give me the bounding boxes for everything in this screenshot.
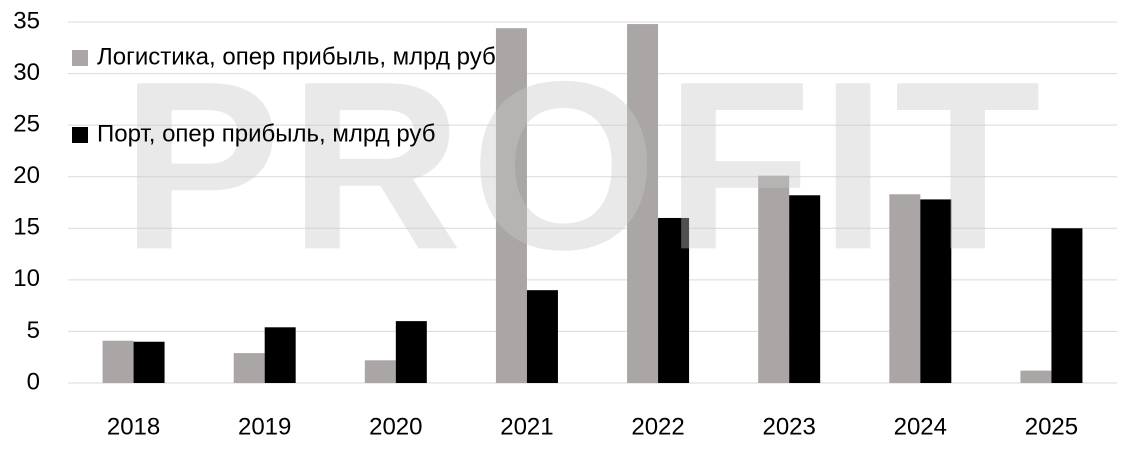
x-tick-label: 2018 [107,413,160,440]
legend-swatch [72,50,88,66]
x-tick-label: 2019 [238,413,291,440]
bar [889,194,921,383]
y-tick-label: 15 [13,214,40,241]
legend-label: Логистика, опер прибыль, млрд руб [97,43,496,70]
bar [102,340,134,383]
y-tick-label: 5 [27,317,40,344]
bar [264,327,296,383]
x-tick-label: 2024 [894,413,947,440]
y-tick-label: 30 [13,59,40,86]
bar [789,195,821,383]
y-tick-label: 10 [13,265,40,292]
bar [364,360,396,383]
x-tick-label: 2021 [500,413,553,440]
bar [233,353,265,383]
bar [920,199,952,383]
y-tick-label: 25 [13,110,40,137]
bar [627,24,659,383]
y-tick-label: 0 [27,368,40,395]
bar [758,175,790,383]
x-tick-label: 2023 [762,413,815,440]
y-tick-label: 20 [13,162,40,189]
bar [1051,228,1083,383]
bar [526,290,558,383]
bar [1020,370,1052,383]
bar [133,341,165,383]
bar [658,217,690,383]
bar [495,28,527,384]
x-tick-label: 2022 [631,413,684,440]
y-tick-label: 35 [13,7,40,34]
x-tick-label: 2020 [369,413,422,440]
watermark: PROFIT [121,31,1049,299]
bar [395,321,427,383]
x-tick-label: 2025 [1025,413,1078,440]
legend-swatch [72,127,88,143]
legend-label: Порт, опер прибыль, млрд руб [97,120,435,147]
